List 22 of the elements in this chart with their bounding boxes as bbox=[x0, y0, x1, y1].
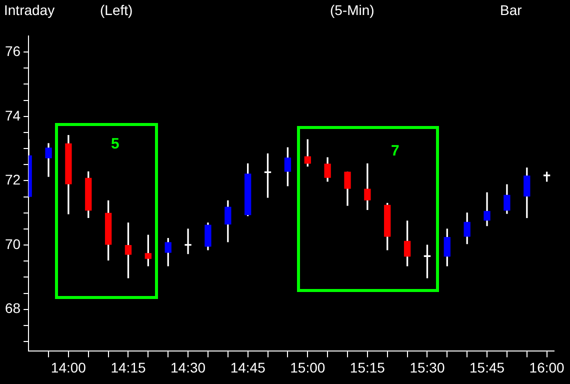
y-tick-label: 68 bbox=[4, 300, 21, 316]
text: (5-Min) bbox=[330, 2, 374, 18]
x-tick-label: 15:45 bbox=[470, 359, 505, 376]
x-tick-label: 14:45 bbox=[230, 359, 266, 376]
annotation: 7 bbox=[391, 142, 400, 160]
x-tick-label: 15:30 bbox=[410, 359, 445, 376]
x-tick-label: 16:00 bbox=[529, 359, 565, 376]
y-tick-label: 70 bbox=[4, 236, 21, 252]
candlestick bbox=[364, 163, 371, 210]
annotation: 5 bbox=[111, 136, 120, 153]
x-tick-label: 15:00 bbox=[290, 359, 326, 376]
x-tick-label: 15:15 bbox=[350, 359, 386, 376]
x-tick-label: 14:15 bbox=[110, 359, 146, 376]
candlestick bbox=[184, 228, 192, 254]
y-tick-label: 74 bbox=[4, 107, 21, 124]
y-tick-label: 72 bbox=[4, 172, 21, 188]
x-tick-label: 14:30 bbox=[170, 359, 206, 376]
x-tick-label: 14:00 bbox=[50, 359, 86, 376]
y-tick-label: 76 bbox=[4, 42, 21, 59]
text: Bar bbox=[500, 2, 522, 18]
chart-title: Intraday bbox=[4, 2, 55, 18]
text: (Left) bbox=[100, 2, 133, 18]
